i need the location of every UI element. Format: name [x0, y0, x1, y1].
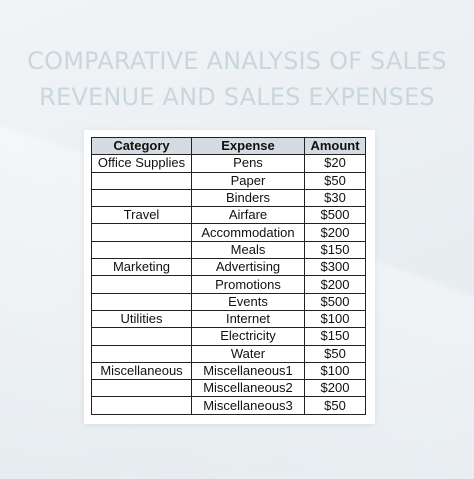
table-row: Electricity $150 — [91, 327, 366, 346]
title-line-1: COMPARATIVE ANALYSIS OF SALES — [27, 47, 447, 75]
title-line-2: REVENUE AND SALES EXPENSES — [39, 83, 435, 111]
table-row: Travel Airfare $500 — [91, 206, 366, 225]
amount-cell[interactable]: $100 — [304, 361, 366, 381]
table-row: Paper $50 — [91, 171, 366, 190]
expense-cell[interactable]: Pens — [191, 154, 305, 173]
amount-cell[interactable]: $300 — [304, 258, 366, 277]
table-header-row: Category Expense Amount — [91, 136, 366, 156]
table-row: Promotions $200 — [91, 275, 366, 294]
category-cell[interactable] — [91, 188, 192, 208]
amount-cell[interactable]: $150 — [304, 327, 366, 346]
amount-cell[interactable]: $50 — [304, 344, 366, 363]
table-row: Miscellaneous Miscellaneous1 $100 — [91, 361, 366, 381]
table-row: Miscellaneous2 $200 — [91, 379, 366, 398]
expense-cell[interactable]: Internet — [191, 309, 305, 329]
header-expense[interactable]: Expense — [191, 136, 305, 156]
expense-cell[interactable]: Miscellaneous3 — [191, 396, 305, 415]
table-row: Meals $150 — [91, 240, 366, 260]
category-cell[interactable] — [91, 292, 192, 311]
amount-cell[interactable]: $50 — [304, 396, 366, 415]
table-row: Binders $30 — [91, 188, 366, 208]
amount-cell[interactable]: $30 — [304, 188, 366, 208]
expense-cell[interactable]: Miscellaneous2 — [191, 379, 305, 398]
amount-cell[interactable]: $20 — [304, 154, 366, 173]
amount-cell[interactable]: $200 — [304, 275, 366, 294]
amount-cell[interactable]: $100 — [304, 309, 366, 329]
category-cell[interactable]: Utilities — [91, 309, 192, 329]
category-cell[interactable]: Travel — [91, 206, 192, 225]
header-amount[interactable]: Amount — [304, 136, 366, 156]
amount-cell[interactable]: $50 — [304, 171, 366, 190]
table-row: Marketing Advertising $300 — [91, 258, 366, 277]
expense-cell[interactable]: Accommodation — [191, 223, 305, 242]
expense-cell[interactable]: Paper — [191, 171, 305, 190]
expense-table: Category Expense Amount Office Supplies … — [91, 136, 366, 415]
category-cell[interactable] — [91, 396, 192, 415]
amount-cell[interactable]: $200 — [304, 379, 366, 398]
expense-cell[interactable]: Electricity — [191, 327, 305, 346]
expense-cell[interactable]: Miscellaneous1 — [191, 361, 305, 381]
category-cell[interactable] — [91, 327, 192, 346]
table-row: Miscellaneous3 $50 — [91, 396, 366, 415]
expense-cell[interactable]: Advertising — [191, 258, 305, 277]
expense-cell[interactable]: Airfare — [191, 206, 305, 225]
category-cell[interactable] — [91, 275, 192, 294]
amount-cell[interactable]: $500 — [304, 206, 366, 225]
amount-cell[interactable]: $200 — [304, 223, 366, 242]
amount-cell[interactable]: $150 — [304, 240, 366, 260]
expense-cell[interactable]: Water — [191, 344, 305, 363]
category-cell[interactable]: Marketing — [91, 258, 192, 277]
spreadsheet-card: Category Expense Amount Office Supplies … — [84, 130, 375, 424]
expense-cell[interactable]: Events — [191, 292, 305, 311]
expense-cell[interactable]: Promotions — [191, 275, 305, 294]
amount-cell[interactable]: $500 — [304, 292, 366, 311]
table-row: Utilities Internet $100 — [91, 309, 366, 329]
category-cell[interactable] — [91, 240, 192, 260]
category-cell[interactable]: Office Supplies — [91, 154, 192, 173]
expense-cell[interactable]: Binders — [191, 188, 305, 208]
category-cell[interactable] — [91, 344, 192, 363]
page-title: COMPARATIVE ANALYSIS OF SALES REVENUE AN… — [0, 43, 474, 115]
table-row: Office Supplies Pens $20 — [91, 154, 366, 173]
expense-cell[interactable]: Meals — [191, 240, 305, 260]
category-cell[interactable] — [91, 379, 192, 398]
table-row: Events $500 — [91, 292, 366, 311]
header-category[interactable]: Category — [91, 136, 192, 156]
table-row: Water $50 — [91, 344, 366, 363]
category-cell[interactable] — [91, 171, 192, 190]
category-cell[interactable] — [91, 223, 192, 242]
category-cell[interactable]: Miscellaneous — [91, 361, 192, 381]
table-row: Accommodation $200 — [91, 223, 366, 242]
